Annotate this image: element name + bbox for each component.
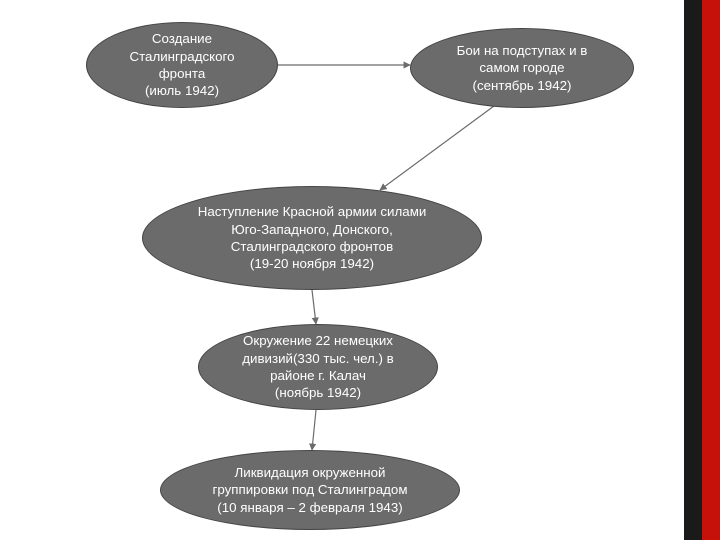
flow-edge-2 [312,290,316,324]
flow-node-label: Ликвидация окруженной группировки под Ст… [213,464,408,516]
flow-node-n2: Бои на подступах и в самом городе (сентя… [410,28,634,108]
flow-node-n4: Окружение 22 немецких дивизий(330 тыс. ч… [198,324,438,410]
side-stripe-0 [702,0,720,540]
side-stripe-1 [684,0,702,540]
flow-node-label: Наступление Красной армии силами Юго-Зап… [198,203,427,272]
flow-node-label: Создание Сталинградского фронта (июль 19… [129,30,234,99]
flow-edge-3 [312,410,316,450]
flow-node-n3: Наступление Красной армии силами Юго-Зап… [142,186,482,290]
flow-node-label: Окружение 22 немецких дивизий(330 тыс. ч… [242,332,394,401]
flow-node-label: Бои на подступах и в самом городе (сентя… [457,42,588,94]
flow-edge-1 [380,106,494,190]
flow-node-n1: Создание Сталинградского фронта (июль 19… [86,22,278,108]
flow-node-n5: Ликвидация окруженной группировки под Ст… [160,450,460,530]
